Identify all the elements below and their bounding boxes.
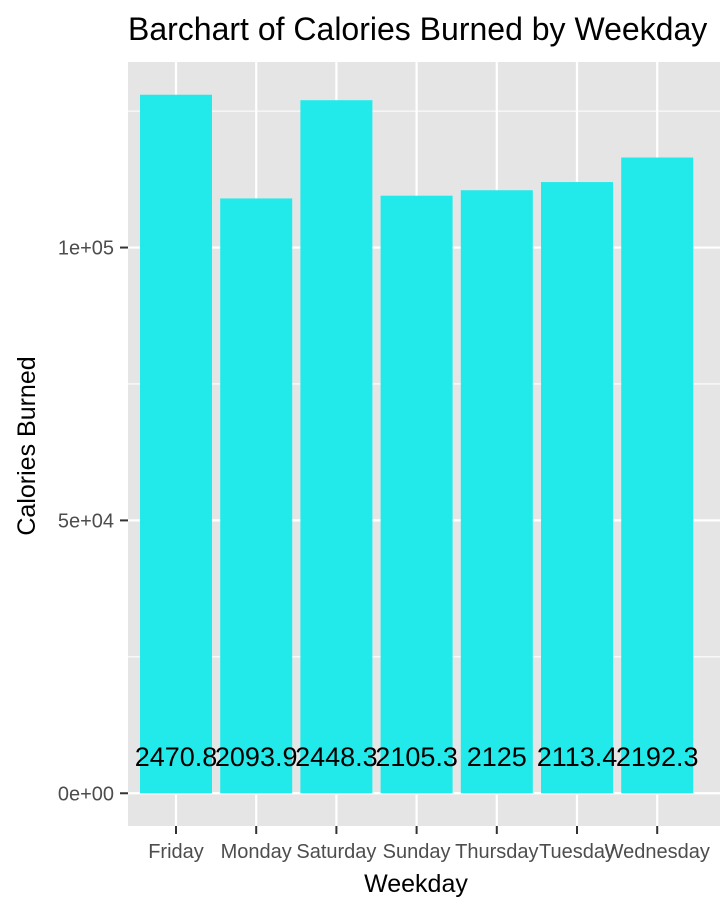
x-axis: Friday Monday Saturday Sunday Thursday Tuesda… xyxy=(148,826,710,863)
x-tick-label-saturday: Saturday xyxy=(296,841,376,863)
bar-tuesday xyxy=(541,182,613,794)
x-tick-label-tuesday: Tuesday xyxy=(539,841,615,863)
x-tick-label-thursday: Thursday xyxy=(455,841,538,863)
bar-sunday xyxy=(380,195,453,794)
x-tick-label-sunday: Sunday xyxy=(383,841,451,863)
bars xyxy=(140,94,694,794)
y-axis: 0e+00 5e+04 1e+05 xyxy=(58,238,128,805)
x-tick-label-wednesday: Wednesday xyxy=(605,841,710,863)
y-tick-label: 5e+04 xyxy=(58,510,114,532)
bar-friday xyxy=(140,94,212,794)
data-label-monday: 2093.9 xyxy=(215,742,298,772)
chart-title: Barchart of Calories Burned by Weekday xyxy=(128,11,707,47)
x-tick-label-friday: Friday xyxy=(148,841,204,863)
y-axis-title: Calories Burned xyxy=(13,356,41,535)
x-tick-label-monday: Monday xyxy=(221,841,292,863)
bar-wednesday xyxy=(621,157,694,794)
data-label-wednesday: 2192.3 xyxy=(616,742,699,772)
x-axis-title: Weekday xyxy=(364,870,468,898)
bar-saturday xyxy=(300,100,373,794)
y-tick-label: 0e+00 xyxy=(58,783,114,805)
y-tick-label: 1e+05 xyxy=(58,238,114,260)
data-label-tuesday: 2113.4 xyxy=(537,742,618,772)
bar-thursday xyxy=(460,190,533,794)
data-label-saturday: 2448.3 xyxy=(295,742,378,772)
data-label-friday: 2470.8 xyxy=(135,742,218,772)
data-label-sunday: 2105.3 xyxy=(375,742,458,772)
data-label-thursday: 2125 xyxy=(467,742,527,772)
bar-monday xyxy=(220,198,293,794)
